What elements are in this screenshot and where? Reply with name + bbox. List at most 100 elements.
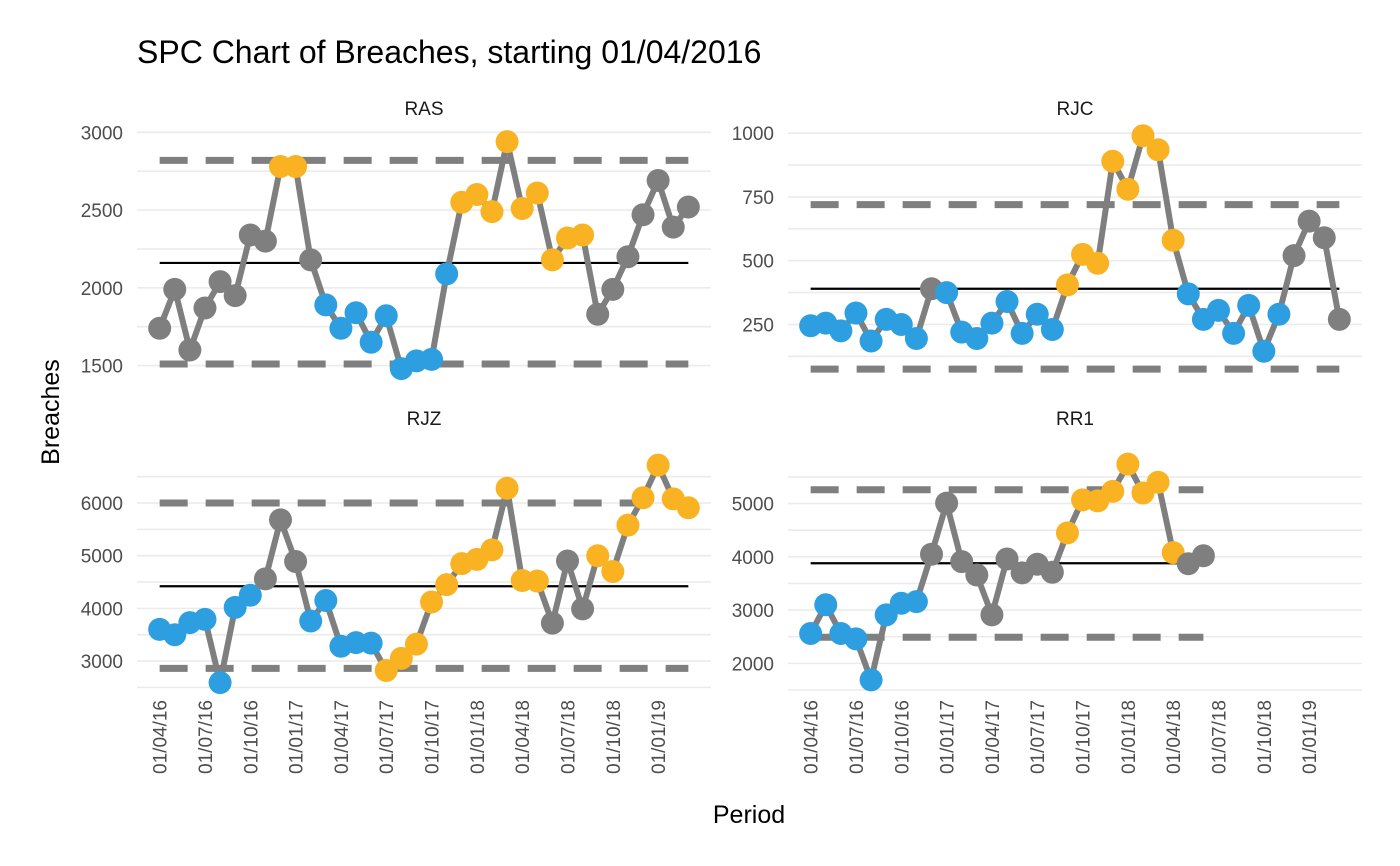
data-point (904, 590, 928, 614)
data-point (420, 590, 444, 614)
data-point (495, 130, 519, 154)
y-tick-label: 5000 (732, 495, 774, 516)
data-point (178, 338, 202, 362)
data-point (1146, 470, 1170, 494)
y-axis-title: Breaches (37, 359, 65, 465)
data-point (1161, 228, 1185, 252)
panel-ras: RAS 1500 2000 2500 3000 (81, 99, 711, 381)
data-point (1131, 124, 1155, 148)
data-point (1101, 149, 1125, 173)
panel-strip-label: RJC (1057, 99, 1094, 120)
data-point (631, 486, 655, 510)
x-tick-label: 01/04/16 (151, 700, 172, 774)
data-point (995, 290, 1019, 313)
data-point (1252, 339, 1276, 363)
data-point (889, 312, 913, 336)
data-point (1327, 307, 1351, 331)
x-tick-label: 01/10/16 (241, 700, 262, 774)
data-point (859, 329, 883, 353)
data-point (1207, 298, 1230, 322)
x-tick-label: 01/01/19 (1300, 700, 1321, 774)
y-tick-label: 3000 (81, 123, 123, 144)
x-tick-label: 01/04/16 (802, 700, 823, 774)
data-point (1146, 138, 1170, 162)
data-point (1010, 321, 1034, 345)
panel-strip-label: RJZ (407, 409, 442, 430)
data-point (935, 281, 959, 305)
data-point (510, 197, 534, 221)
data-point (676, 195, 700, 219)
y-tick-label: 3000 (732, 601, 774, 622)
data-point (389, 646, 413, 670)
data-point (844, 627, 868, 651)
data-point (586, 302, 610, 326)
data-point (1025, 302, 1049, 326)
data-point (359, 631, 383, 655)
data-point (1297, 209, 1321, 233)
data-point (1312, 226, 1336, 250)
data-point (646, 169, 670, 193)
panel-rjz: RJZ 3000 4000 5000 6000 01/04/16 01/07/16 01/10… (81, 409, 711, 774)
data-point (661, 215, 685, 239)
data-point (995, 547, 1019, 571)
y-tick-label: 250 (742, 315, 774, 336)
data-point (601, 560, 625, 583)
y-tick-label: 5000 (81, 547, 123, 568)
data-point (1055, 273, 1079, 297)
data-point (556, 549, 579, 573)
y-tick-label: 2000 (732, 654, 774, 675)
data-point (904, 326, 928, 350)
x-tick-label: 01/07/18 (1210, 700, 1231, 774)
x-tick-label: 01/04/18 (513, 700, 534, 774)
data-point (208, 671, 232, 695)
data-point (404, 632, 428, 656)
data-point (540, 248, 564, 272)
data-point (814, 593, 838, 617)
data-point (253, 229, 277, 253)
data-point (163, 277, 187, 301)
x-tick-label: 01/01/19 (649, 700, 670, 774)
data-point (480, 538, 504, 562)
data-point (965, 326, 989, 350)
data-point (1176, 282, 1200, 306)
data-point (314, 588, 338, 612)
chart-title: SPC Chart of Breaches, starting 01/04/20… (137, 34, 761, 70)
x-tick-label: 01/10/18 (604, 700, 625, 774)
data-point (344, 301, 368, 325)
x-tick-label: 01/01/17 (287, 700, 308, 774)
data-point (284, 155, 308, 179)
data-point (601, 277, 625, 301)
data-point (799, 622, 823, 646)
x-tick-label: 01/04/17 (332, 700, 353, 774)
data-point (435, 573, 459, 597)
y-tick-label: 6000 (81, 494, 123, 515)
data-point (223, 284, 247, 308)
data-point (616, 245, 640, 269)
data-point (829, 319, 853, 343)
x-tick-label: 01/10/17 (1074, 700, 1095, 774)
x-tick-label: 01/01/18 (1119, 700, 1140, 774)
y-tick-label: 1500 (81, 357, 123, 378)
data-point (374, 304, 398, 328)
data-point (540, 611, 564, 635)
data-point (359, 330, 383, 354)
data-point (676, 496, 700, 520)
data-point (844, 301, 868, 325)
y-tick-label: 2500 (81, 201, 123, 222)
y-tick-label: 3000 (81, 652, 123, 673)
data-point (284, 549, 308, 573)
data-point (1040, 318, 1064, 342)
data-point (1267, 302, 1291, 326)
data-point (859, 668, 883, 692)
data-point (480, 200, 504, 224)
y-tick-label: 1000 (732, 124, 774, 145)
data-point (1086, 251, 1110, 275)
data-point (631, 203, 655, 227)
data-point (1116, 452, 1140, 476)
panel-strip-label: RR1 (1056, 409, 1094, 430)
data-point (1191, 544, 1215, 568)
data-point (1282, 244, 1306, 268)
x-tick-label: 01/07/16 (196, 700, 217, 774)
x-tick-label: 01/04/18 (1164, 700, 1185, 774)
panel-rjc: RJC 250 500 750 1000 (732, 99, 1362, 373)
